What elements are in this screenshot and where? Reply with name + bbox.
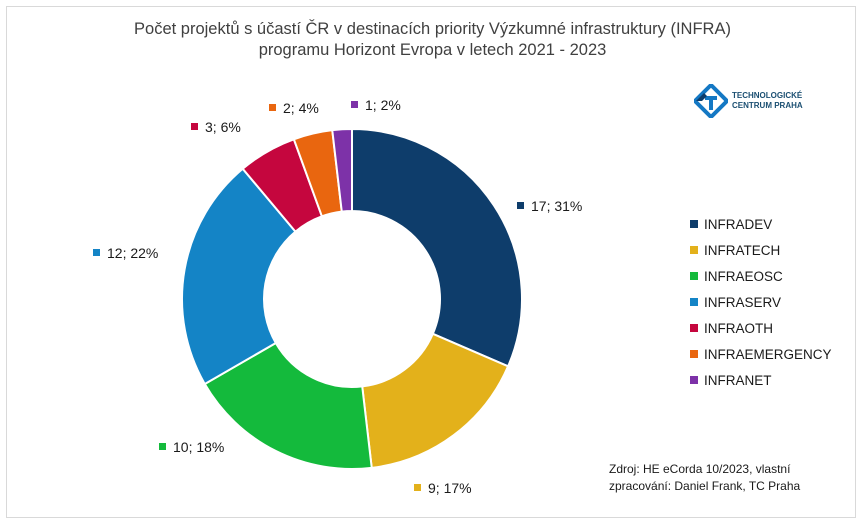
- logo-text-line1: TECHNOLOGICKÉ: [732, 91, 803, 100]
- slice-infradev: [351, 127, 523, 368]
- data-label-infranet: 1; 2%: [351, 97, 401, 113]
- data-label-infraeosc: 10; 18%: [159, 439, 224, 455]
- data-label-infraemergency: 2; 4%: [269, 100, 319, 116]
- legend-swatch: [690, 376, 698, 384]
- logo-icon: [694, 84, 728, 118]
- source-line1: Zdroj: HE eCorda 10/2023, vlastní: [609, 462, 791, 476]
- data-label-marker: [414, 484, 421, 491]
- data-label-text: 1; 2%: [365, 97, 401, 113]
- data-label-marker: [191, 123, 198, 130]
- legend-label: INFRANET: [704, 372, 772, 388]
- data-label-infraoth: 3; 6%: [191, 119, 241, 135]
- legend-swatch: [690, 298, 698, 306]
- legend-item-infratech: INFRATECH: [690, 237, 832, 263]
- legend-item-infranet: INFRANET: [690, 367, 832, 393]
- legend-label: INFRAEMERGENCY: [704, 346, 832, 362]
- data-label-infradev: 17; 31%: [517, 198, 582, 214]
- data-label-text: 2; 4%: [283, 100, 319, 116]
- data-label-infratech: 9; 17%: [414, 480, 472, 496]
- data-label-marker: [517, 202, 524, 209]
- legend-swatch: [690, 350, 698, 358]
- data-label-marker: [351, 101, 358, 108]
- data-label-infraserv: 12; 22%: [93, 245, 158, 261]
- slice-infraeosc: [203, 341, 373, 470]
- slice-infraserv: [181, 167, 297, 386]
- legend-swatch: [690, 272, 698, 280]
- data-label-marker: [269, 104, 276, 111]
- legend-label: INFRATECH: [704, 242, 781, 258]
- legend-swatch: [690, 220, 698, 228]
- legend-item-infradev: INFRADEV: [690, 211, 832, 237]
- logo: TECHNOLOGICKÉ CENTRUM PRAHA: [694, 84, 803, 118]
- legend-item-infraserv: INFRASERV: [690, 289, 832, 315]
- logo-text-line2: CENTRUM PRAHA: [732, 101, 803, 110]
- legend-label: INFRASERV: [704, 294, 782, 310]
- legend-label: INFRAEOSC: [704, 268, 783, 284]
- legend: INFRADEV INFRATECH INFRAEOSC INFRASERV INFRA…: [690, 211, 832, 393]
- data-label-text: 12; 22%: [107, 245, 158, 261]
- data-label-text: 3; 6%: [205, 119, 241, 135]
- legend-label: INFRAOTH: [704, 320, 773, 336]
- legend-swatch: [690, 246, 698, 254]
- chart-title-line2: programu Horizont Evropa v letech 2021 -…: [258, 41, 607, 59]
- data-label-text: 9; 17%: [428, 480, 472, 496]
- legend-label: INFRADEV: [704, 216, 773, 232]
- data-label-marker: [93, 249, 100, 256]
- data-label-text: 17; 31%: [531, 198, 582, 214]
- chart-title-line1: Počet projektů s účastí ČR v destinacích…: [134, 20, 731, 38]
- source-note: Zdroj: HE eCorda 10/2023, vlastní zpraco…: [609, 461, 800, 495]
- data-label-marker: [159, 443, 166, 450]
- slice-infranet: [331, 127, 353, 213]
- slice-infratech: [361, 332, 510, 469]
- chart-title: Počet projektů s účastí ČR v destinacích…: [0, 19, 865, 61]
- legend-swatch: [690, 324, 698, 332]
- legend-item-infraeosc: INFRAEOSC: [690, 263, 832, 289]
- legend-item-infraemergency: INFRAEMERGENCY: [690, 341, 832, 367]
- source-line2: zpracování: Daniel Frank, TC Praha: [609, 479, 801, 493]
- data-label-text: 10; 18%: [173, 439, 224, 455]
- legend-item-infraoth: INFRAOTH: [690, 315, 832, 341]
